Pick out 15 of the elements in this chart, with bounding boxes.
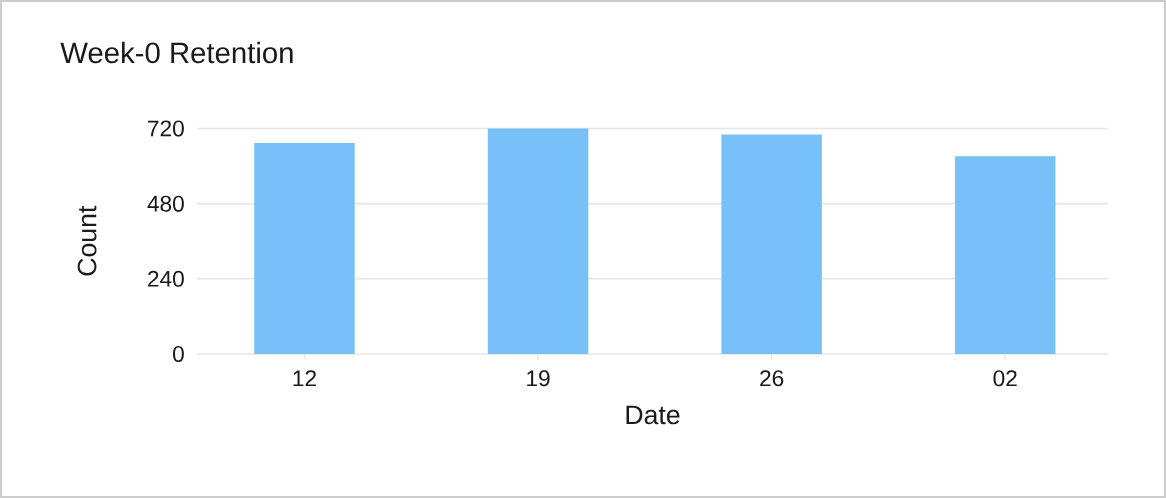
- y-axis-title: Count: [77, 205, 97, 276]
- x-axis-title: Date: [626, 405, 680, 425]
- y-tick-label: 240: [148, 270, 184, 287]
- chart-title: Week-0 Retention: [60, 41, 293, 64]
- bar: [254, 142, 355, 354]
- x-tick-label: 19: [527, 370, 550, 387]
- x-tick-label: 26: [760, 370, 784, 387]
- y-tick-label: 480: [147, 195, 184, 212]
- x-tick-label: 12: [293, 370, 316, 387]
- bar: [955, 156, 1056, 354]
- bar: [487, 128, 589, 354]
- y-tick-label: 0: [173, 345, 184, 363]
- x-tick-label: 02: [993, 370, 1017, 387]
- bar: [721, 134, 822, 354]
- y-tick-label: 720: [148, 120, 184, 137]
